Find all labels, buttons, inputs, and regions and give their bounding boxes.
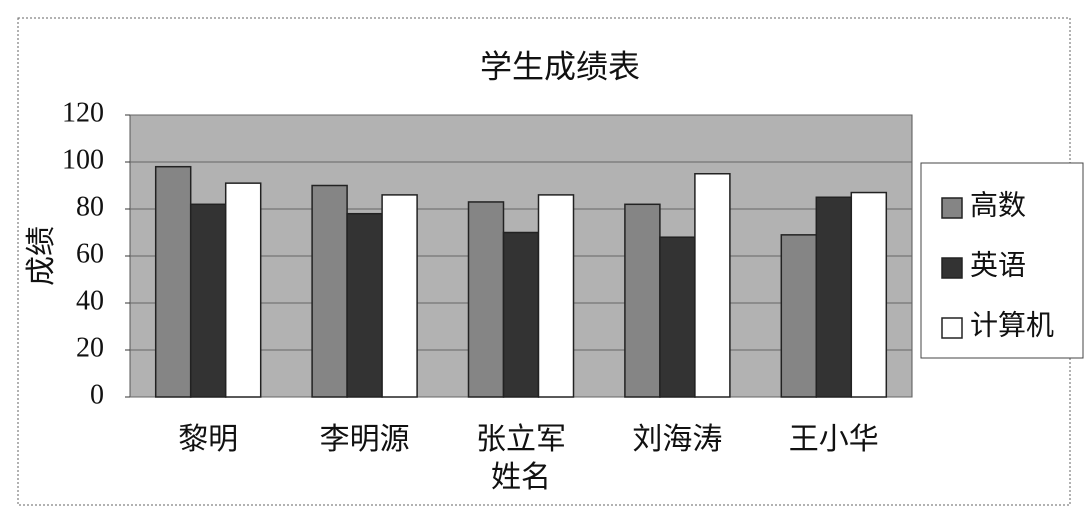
legend-label: 英语 bbox=[970, 249, 1026, 281]
x-tick-label: 李明源 bbox=[320, 423, 410, 456]
y-tick-label: 0 bbox=[90, 379, 104, 410]
bar bbox=[815, 196, 853, 398]
legend-swatch bbox=[941, 257, 963, 279]
bar bbox=[537, 194, 575, 398]
bar bbox=[311, 184, 348, 398]
bar bbox=[154, 165, 192, 398]
bar bbox=[850, 191, 888, 398]
y-tick-label: 20 bbox=[76, 332, 104, 363]
legend-swatch bbox=[941, 317, 963, 339]
y-tick-label: 40 bbox=[76, 285, 104, 316]
bar bbox=[381, 194, 418, 398]
legend-label: 高数 bbox=[970, 189, 1026, 221]
legend-label: 计算机 bbox=[970, 309, 1054, 341]
bar bbox=[346, 212, 383, 398]
x-tick-label: 黎明 bbox=[178, 423, 238, 456]
y-tick-label: 60 bbox=[76, 238, 104, 269]
chart-title: 学生成绩表 bbox=[480, 48, 640, 84]
bar bbox=[502, 231, 540, 398]
bar bbox=[694, 173, 731, 398]
bar bbox=[780, 234, 818, 398]
x-tick-label: 张立军 bbox=[476, 423, 566, 456]
bar bbox=[224, 182, 262, 398]
x-tick-label: 王小华 bbox=[789, 423, 879, 456]
bar bbox=[659, 236, 696, 398]
legend-swatch bbox=[941, 197, 963, 219]
bar bbox=[189, 203, 227, 398]
x-axis-label: 姓名 bbox=[491, 461, 551, 494]
bar bbox=[624, 203, 661, 398]
y-tick-label: 120 bbox=[62, 97, 104, 128]
bar bbox=[467, 201, 505, 398]
y-tick-label: 100 bbox=[62, 144, 104, 175]
y-tick-label: 80 bbox=[76, 191, 104, 222]
x-tick-label: 刘海涛 bbox=[632, 423, 722, 456]
y-axis-label: 成绩 bbox=[25, 226, 58, 286]
